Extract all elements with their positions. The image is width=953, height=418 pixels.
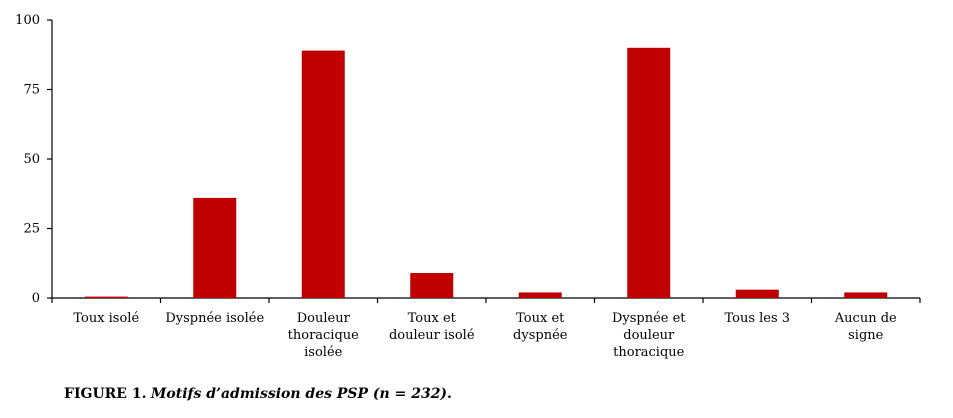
bar [410, 272, 454, 298]
x-axis [51, 297, 921, 303]
category-label-line: dyspnée [513, 328, 568, 343]
category-label-line: Toux isolé [73, 311, 139, 326]
category-label-line: thoracique [288, 328, 360, 343]
category-label-line: Aucun de [834, 311, 897, 326]
category-label-line: Toux et [408, 311, 457, 326]
category-label-line: Toux et [516, 311, 565, 326]
bar [518, 292, 562, 298]
category-label-line: Douleur [297, 311, 351, 326]
y-tick-label: 50 [23, 152, 40, 167]
category-label-line: Tous les 3 [724, 311, 790, 326]
bar [84, 296, 128, 298]
category-label-line: signe [848, 328, 884, 343]
category-label-line: thoracique [613, 345, 685, 360]
bars [84, 47, 888, 298]
category-label: Toux et douleur isolé [389, 311, 475, 343]
category-label: Dyspnée isolée [165, 311, 264, 326]
category-label-line: douleur [623, 328, 675, 343]
bar [735, 289, 779, 298]
category-label-line: isolée [304, 345, 343, 360]
bar [301, 50, 345, 298]
category-label: Douleur thoracique isolée [288, 311, 360, 360]
bar-chart: 0 25 50 75 100 Toux isolé Dyspnée isolée Doule… [15, 13, 921, 360]
category-label: Toux isolé [73, 311, 139, 326]
y-axis: 0 25 50 75 100 [15, 13, 53, 306]
category-labels: Toux isolé Dyspnée isolée Douleur thoraciqu… [73, 311, 897, 360]
figure-caption: FIGURE 1. Motifs d’admission des PSP (n … [64, 386, 452, 402]
figure-caption-text: Motifs d’admission des PSP (n = 232). [150, 386, 452, 402]
bar [193, 197, 237, 298]
category-label-line: douleur isolé [389, 328, 475, 343]
category-label-line: Dyspnée et [612, 311, 686, 326]
bar [627, 47, 671, 298]
figure-number: FIGURE 1. [64, 386, 147, 402]
category-label: Tous les 3 [724, 311, 790, 326]
y-tick-label: 75 [23, 83, 40, 98]
bar [844, 292, 888, 298]
category-label-line: Dyspnée isolée [165, 311, 264, 326]
y-tick-label: 100 [15, 13, 40, 28]
y-tick-label: 25 [23, 222, 40, 237]
category-label: Toux et dyspnée [513, 311, 568, 343]
category-label: Aucun de signe [834, 311, 897, 343]
category-label: Dyspnée et douleur thoracique [612, 311, 686, 360]
y-tick-label: 0 [32, 291, 40, 306]
